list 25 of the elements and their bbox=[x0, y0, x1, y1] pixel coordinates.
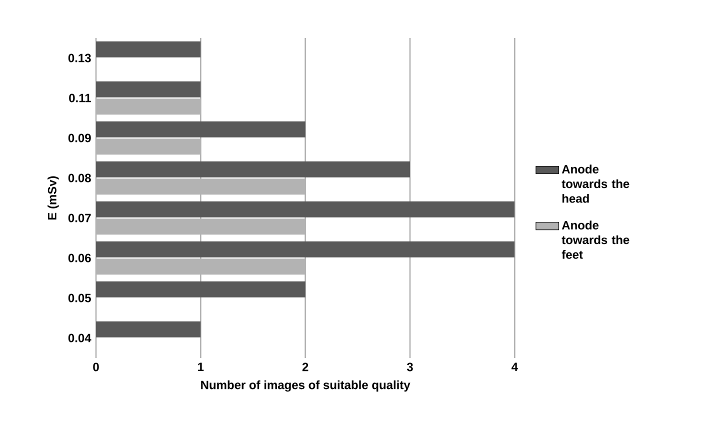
y-tick-label: 0.05 bbox=[68, 294, 91, 302]
x-tick-label: 0 bbox=[93, 362, 99, 372]
bar bbox=[96, 321, 201, 338]
bar bbox=[96, 281, 306, 298]
x-tick-label: 2 bbox=[302, 362, 308, 372]
bar bbox=[96, 121, 306, 138]
y-tick-label: 0.13 bbox=[68, 54, 91, 62]
y-tick-label: 0.04 bbox=[68, 334, 92, 342]
y-tick-label: 0.07 bbox=[68, 214, 91, 222]
bar bbox=[96, 81, 201, 98]
y-tick-label: 0.11 bbox=[69, 94, 91, 102]
x-tick-label: 1 bbox=[198, 362, 204, 371]
legend-label: Anode towards the head bbox=[562, 164, 630, 203]
legend-label: Anode towards the feet bbox=[562, 220, 630, 259]
y-axis-title: E (mSv) bbox=[48, 176, 59, 220]
y-tick-label: 0.06 bbox=[68, 254, 91, 262]
bar bbox=[96, 201, 515, 218]
x-tick-label: 4 bbox=[512, 362, 518, 371]
y-tick-label: 0.08 bbox=[68, 174, 91, 182]
x-tick-label: 3 bbox=[406, 362, 413, 372]
y-tick-label: 0.09 bbox=[68, 134, 91, 142]
bar bbox=[96, 41, 201, 58]
bar bbox=[96, 161, 410, 178]
bar bbox=[96, 241, 515, 258]
x-axis-title: Number of images of suitable quality bbox=[201, 380, 410, 392]
